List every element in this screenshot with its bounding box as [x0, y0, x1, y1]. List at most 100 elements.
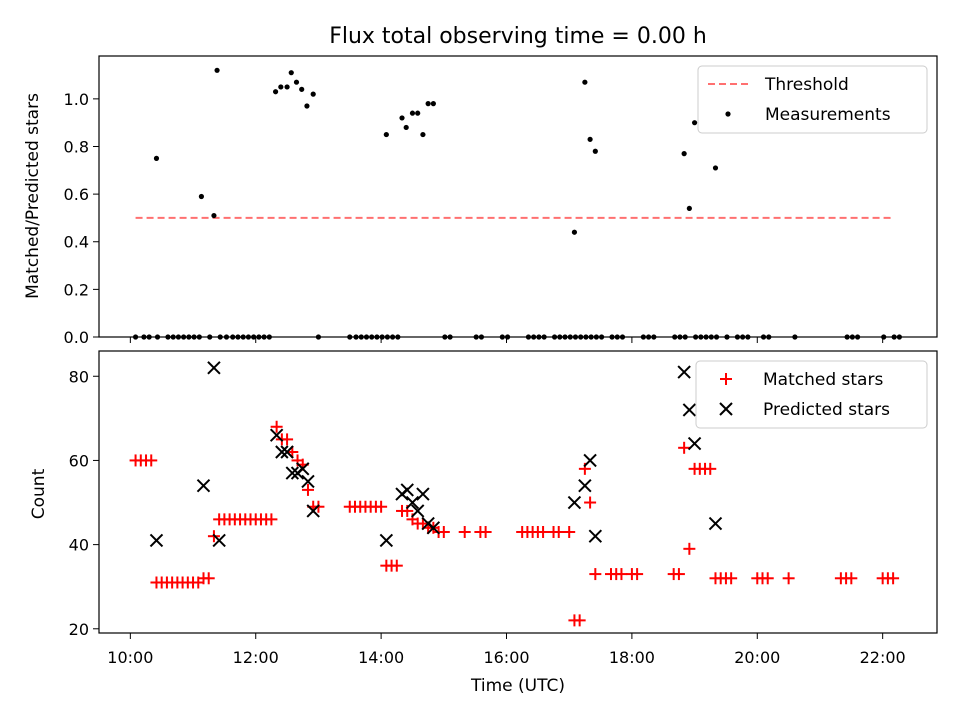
bottom-y-tick-label: 80 [69, 367, 89, 386]
matched-star-point [615, 568, 628, 581]
counts-panel: 20 40 60 80 10:00 12:00 14:00 16:00 18:00 20:00 2… [29, 350, 938, 696]
x-tick-label: 14:00 [358, 648, 404, 667]
predicted-star-point [285, 466, 300, 480]
legend-predicted-label: Predicted stars [763, 400, 890, 420]
bottom-x-axis-ticks: 10:00 12:00 14:00 16:00 18:00 20:00 22:00 [107, 633, 906, 667]
predicted-star-point [682, 403, 697, 417]
measurement-point [571, 229, 578, 235]
top-y-axis-label: Matched/Predicted stars [23, 93, 43, 299]
bottom-y-axis-label: Count [29, 468, 49, 519]
measurement-point [582, 79, 588, 85]
bottom-y-tick-label: 20 [69, 620, 89, 639]
predicted-star-point [583, 453, 597, 468]
matched-star-point [845, 572, 858, 585]
measurement-point [425, 101, 431, 107]
matched-star-point [761, 572, 774, 585]
matched-star-point [725, 572, 738, 585]
matched-star-point [672, 568, 685, 581]
predicted-star-point [677, 365, 691, 379]
legend-measurements-swatch [725, 111, 731, 117]
measurement-point [712, 165, 719, 171]
x-tick-label: 10:00 [107, 648, 153, 667]
measurement-point [304, 103, 310, 109]
matched-star-point [281, 433, 294, 446]
legend-threshold-label: Threshold [764, 75, 849, 95]
bottom-legend-box [695, 360, 928, 429]
matched-star-point [375, 500, 388, 513]
x-tick-label: 18:00 [609, 648, 655, 667]
measurement-point [681, 151, 687, 157]
x-axis-label: Time (UTC) [470, 676, 565, 696]
predicted-star-point [196, 478, 211, 493]
measurement-point [686, 205, 692, 212]
bottom-legend: Matched stars Predicted stars [695, 360, 928, 429]
measurement-point [587, 136, 593, 142]
x-tick-label: 12:00 [233, 648, 279, 667]
matched-star-point [552, 525, 565, 538]
measurement-point [399, 115, 405, 121]
measurements-panel: 0.0 0.2 0.4 0.6 0.8 1.0 Matched/Predicted sta… [23, 55, 938, 347]
measurement-point [691, 120, 698, 126]
legend-matched-swatch [720, 373, 732, 385]
legend-predicted-swatch [719, 402, 733, 416]
predicted-star-point [301, 474, 315, 489]
matched-star-point [265, 513, 278, 526]
chart-title: Flux total observing time = 0.00 h [329, 24, 707, 49]
predicted-star-point [400, 483, 414, 497]
top-y-tick-label: 1.0 [64, 90, 89, 109]
top-legend: Threshold Measurements [697, 65, 928, 134]
top-y-tick-label: 0.8 [64, 137, 89, 156]
top-legend-box [697, 65, 928, 134]
legend-measurements-label: Measurements [765, 105, 891, 125]
matched-star-point [437, 525, 450, 538]
predicted-star-point [207, 361, 221, 375]
top-y-tick-label: 0.2 [64, 280, 89, 299]
predicted-star-point [212, 533, 226, 548]
measurement-point [284, 84, 290, 90]
measurement-point [211, 212, 217, 219]
top-y-tick-label: 0.4 [64, 233, 89, 252]
x-tick-label: 22:00 [860, 648, 906, 667]
x-tick-label: 16:00 [483, 648, 529, 667]
top-y-axis-ticks: 0.0 0.2 0.4 0.6 0.8 1.0 [64, 90, 99, 347]
predicted-star-point [708, 516, 723, 531]
matched-star-point [458, 525, 471, 538]
predicted-star-point [306, 504, 320, 518]
matched-star-point [145, 454, 158, 467]
matched-star-point [887, 572, 900, 585]
predicted-star-point [567, 495, 582, 510]
measurement-point [278, 84, 284, 90]
predicted-star-point [280, 445, 294, 459]
predicted-star-point [269, 428, 284, 442]
measurement-point [272, 89, 279, 95]
measurement-point [383, 131, 389, 138]
measurement-point [420, 131, 426, 138]
top-y-tick-label: 0.0 [64, 328, 89, 347]
bottom-y-axis-ticks: 20 40 60 80 [69, 367, 99, 639]
matched-star-point [301, 483, 314, 496]
legend-matched-label: Matched stars [763, 370, 883, 390]
measurement-point [430, 101, 436, 107]
matched-star-point [678, 441, 691, 454]
x-tick-label: 20:00 [734, 648, 780, 667]
matched-star-point [563, 525, 576, 538]
measurement-point [403, 124, 409, 131]
predicted-star-point [149, 533, 164, 548]
predicted-star-point [416, 487, 430, 501]
matched-star-point [584, 496, 597, 509]
matched-star-point [479, 525, 492, 538]
predicted-star-point [588, 529, 603, 543]
matched-star-point [270, 420, 283, 433]
matched-star-point [704, 462, 717, 475]
matched-star-point [683, 542, 696, 555]
matched-star-point [202, 572, 215, 585]
matched-star-point [573, 614, 586, 627]
predicted-star-point [275, 445, 289, 459]
predicted-star-point [410, 504, 425, 518]
matched-star-point [537, 525, 550, 538]
bottom-axes-frame [98, 350, 938, 634]
measurement-point [198, 193, 204, 200]
predicted-star-point [426, 521, 441, 535]
measurement-point [299, 86, 305, 92]
